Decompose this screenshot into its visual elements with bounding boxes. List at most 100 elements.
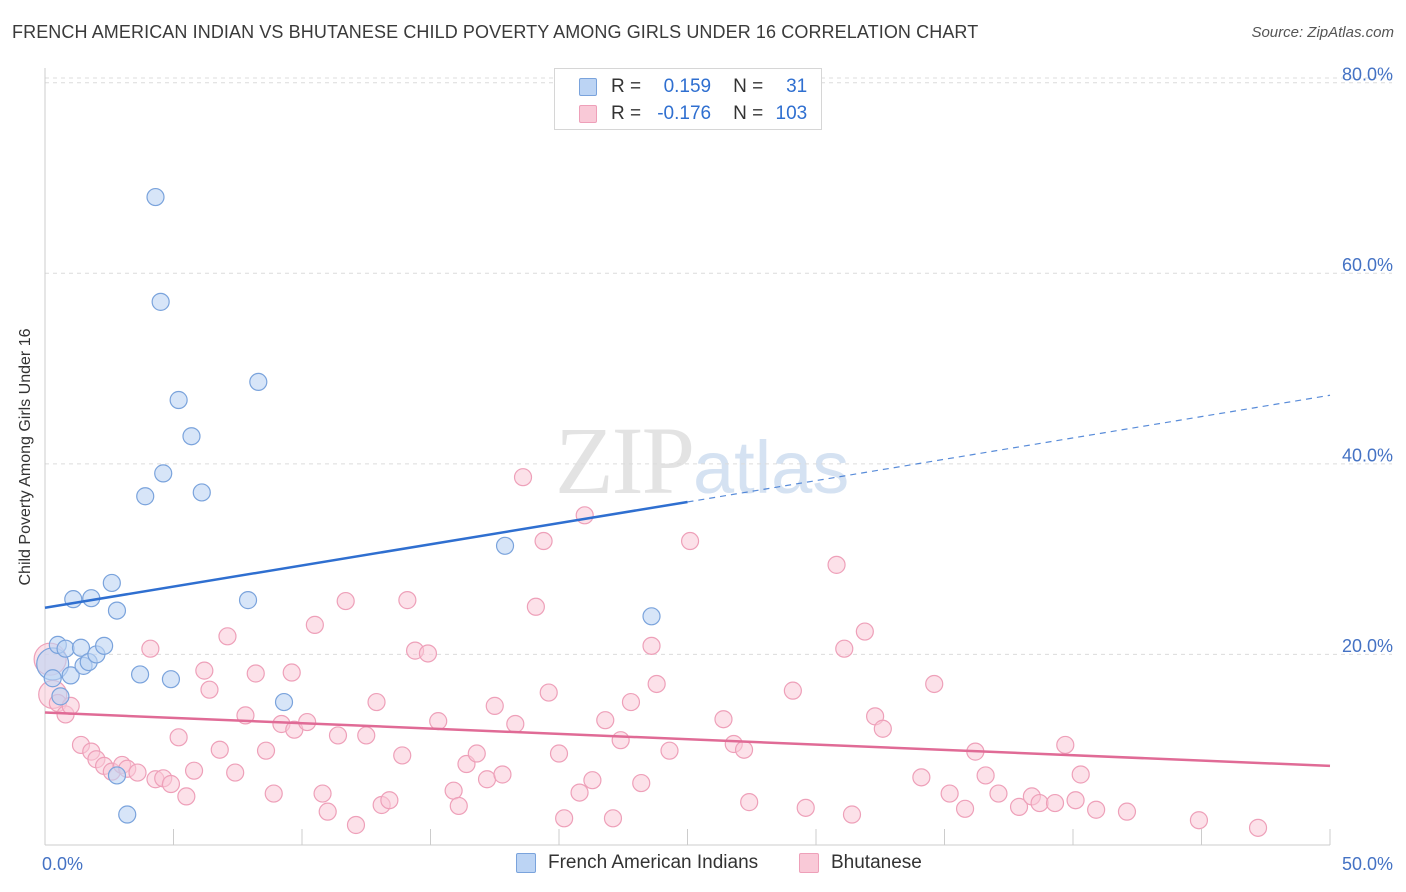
stats-legend-row-bhutanese: R = -0.176 N = 103 <box>579 102 807 126</box>
n-value: 31 <box>786 76 808 97</box>
french-american-indians-point <box>182 427 201 446</box>
n-label: N = <box>733 76 764 97</box>
french-american-indians-point <box>51 687 70 706</box>
bhutanese-point <box>925 674 944 694</box>
bhutanese-point <box>534 531 553 551</box>
bhutanese-point <box>485 696 504 715</box>
bhutanese-point <box>141 639 160 658</box>
french-american-indians-point <box>151 292 170 311</box>
bhutanese-point <box>621 692 641 712</box>
y-tick-label: 40.0% <box>1342 446 1393 466</box>
bhutanese-point <box>367 692 386 712</box>
series-legend: French American Indians Bhutanese <box>0 852 1406 878</box>
bhutanese-point <box>506 714 525 734</box>
french-american-indians-point <box>161 670 181 689</box>
french-american-indians-point <box>154 464 173 483</box>
french-american-indians-point <box>169 390 188 410</box>
bhutanese-point <box>660 741 679 760</box>
legend-swatch-french-american-indians <box>579 78 597 96</box>
stats-legend-row-french-american-indians: R = 0.159 N = 31 <box>579 75 807 99</box>
bhutanese-point <box>549 744 569 763</box>
bhutanese-point <box>940 784 959 803</box>
bhutanese-point <box>218 627 237 646</box>
french-american-indians-point <box>107 766 127 785</box>
r-label: R = <box>611 103 642 124</box>
legend-label-french-american-indians: French American Indians <box>548 852 759 873</box>
bhutanese-point <box>842 805 862 824</box>
bhutanese-point <box>200 680 219 699</box>
bhutanese-point <box>210 740 229 759</box>
bhutanese-point <box>493 765 512 784</box>
bhutanese-point <box>583 771 602 790</box>
bhutanese-point <box>976 766 995 785</box>
bhutanese-point <box>827 555 846 574</box>
bhutanese-point <box>1056 735 1075 755</box>
x-tick-label: 0.0% <box>42 854 83 874</box>
n-value: 103 <box>775 103 808 124</box>
french-american-indians-point <box>61 666 80 685</box>
legend-label-bhutanese: Bhutanese <box>831 852 922 873</box>
french-american-indians-point <box>238 591 258 610</box>
watermark-zip: ZIP <box>555 407 695 514</box>
bhutanese-point <box>477 770 497 789</box>
bhutanese-point <box>1087 800 1106 819</box>
bhutanese-point <box>714 710 733 729</box>
bhutanese-point <box>611 731 630 750</box>
bhutanese-point <box>783 681 802 700</box>
bhutanese-point <box>246 664 265 683</box>
legend-swatch-bhutanese <box>579 105 597 123</box>
french-american-indians-point <box>146 187 165 207</box>
french-american-indians-trendline <box>44 500 688 609</box>
bhutanese-point <box>380 791 399 810</box>
bhutanese-point <box>318 802 337 821</box>
x-tick-label: 50.0% <box>1342 854 1393 874</box>
r-value: 0.159 <box>663 76 712 97</box>
legend-swatch-bhutanese <box>799 853 819 873</box>
legend-item-french-american-indians[interactable]: French American Indians <box>516 852 758 874</box>
french-american-indians-point <box>130 665 150 684</box>
bhutanese-point <box>418 644 438 663</box>
r-label: R = <box>611 76 642 97</box>
bhutanese-point <box>313 784 332 803</box>
bhutanese-point <box>526 597 545 616</box>
bhutanese-point <box>989 784 1008 803</box>
bhutanese-point <box>912 768 931 787</box>
bhutanese-point <box>873 719 892 738</box>
bhutanese-point <box>444 781 463 800</box>
bhutanese-point <box>632 773 651 793</box>
bhutanese-point <box>1189 811 1209 830</box>
bhutanese-point <box>398 591 417 610</box>
bhutanese-point <box>467 744 486 763</box>
bhutanese-trendline <box>44 711 1331 768</box>
bhutanese-point <box>680 531 700 551</box>
french-american-indians-point <box>43 669 62 688</box>
bhutanese-point <box>642 636 661 655</box>
bhutanese-point <box>835 639 854 658</box>
bhutanese-point <box>513 468 533 487</box>
bhutanese-point <box>1009 797 1029 816</box>
legend-item-bhutanese[interactable]: Bhutanese <box>799 852 922 874</box>
bhutanese-point <box>429 712 448 731</box>
bhutanese-point <box>177 787 196 806</box>
y-tick-label: 60.0% <box>1342 255 1393 275</box>
chart-title: FRENCH AMERICAN INDIAN VS BHUTANESE CHIL… <box>12 22 979 42</box>
bhutanese-point <box>336 591 355 611</box>
bhutanese-point <box>1117 802 1137 821</box>
bhutanese-point <box>226 763 245 782</box>
french-american-indians-point <box>274 692 294 712</box>
bhutanese-point <box>256 741 276 760</box>
bhutanese-point <box>1030 793 1049 813</box>
y-tick-label: 20.0% <box>1342 636 1393 656</box>
french-american-indians-point <box>249 372 268 392</box>
bhutanese-point <box>264 784 283 803</box>
bhutanese-point <box>128 763 147 782</box>
bhutanese-point <box>282 663 301 682</box>
stats-legend: R = 0.159 N = 31 R = -0.176 N = 103 <box>554 68 822 130</box>
bhutanese-point <box>734 740 754 759</box>
bhutanese-point <box>855 622 874 641</box>
bhutanese-point <box>1248 818 1268 837</box>
source-label: Source: ZipAtlas.com <box>1251 24 1394 41</box>
french-american-indians-point <box>642 607 661 626</box>
y-axis-label: Child Poverty Among Girls Under 16 <box>17 328 34 586</box>
bhutanese-point <box>796 798 815 817</box>
